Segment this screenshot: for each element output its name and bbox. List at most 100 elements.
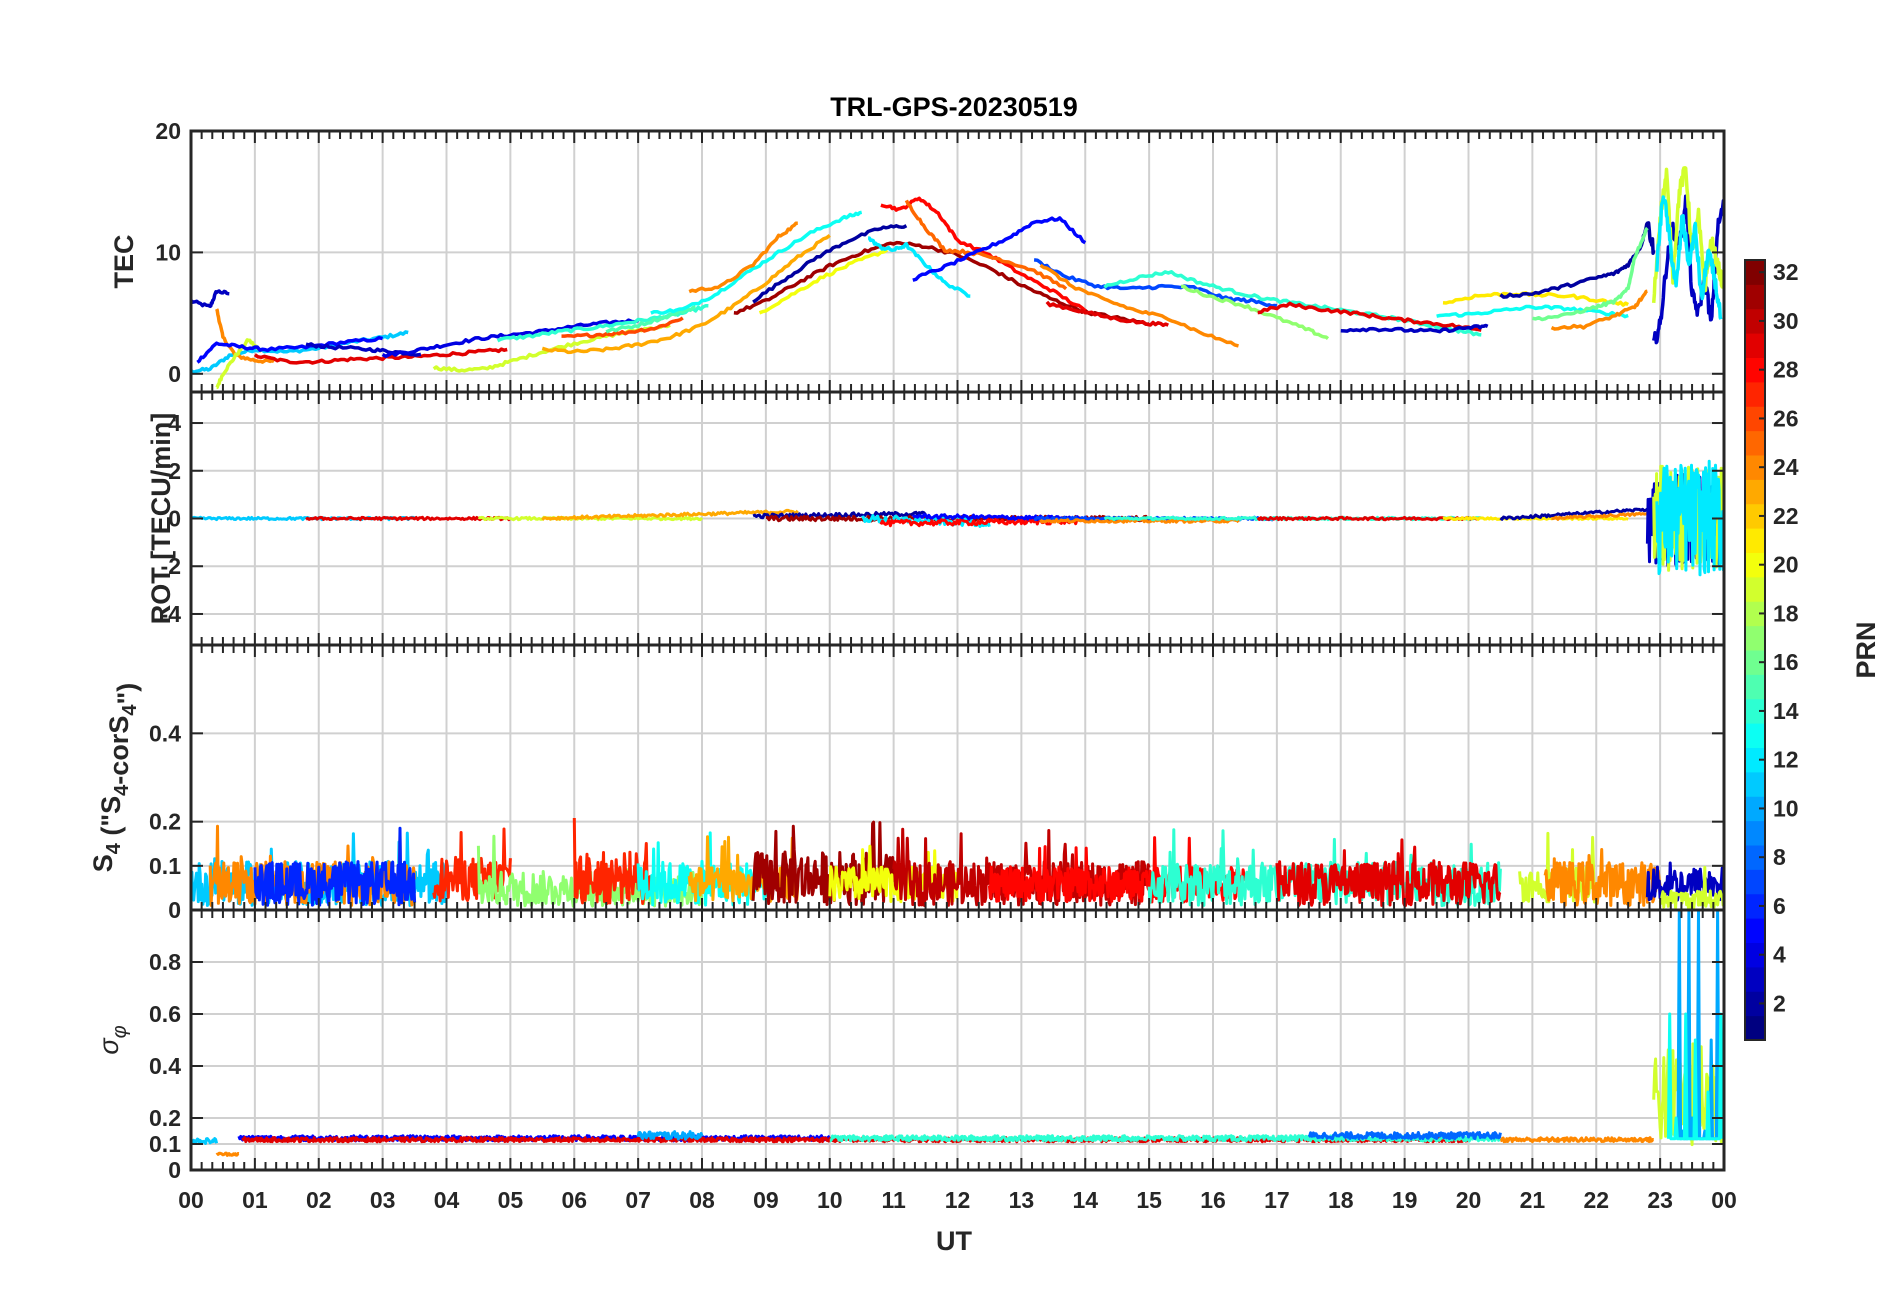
- series-prn-11: [191, 1137, 219, 1145]
- x-tick-label: 16: [1200, 1187, 1226, 1213]
- colorbar-band: [1745, 552, 1765, 578]
- series-prn-21: [1442, 291, 1630, 307]
- x-tick-label: 03: [370, 1187, 396, 1213]
- y-tick-label: 0.6: [149, 1001, 181, 1027]
- x-tick-label: 11: [881, 1187, 906, 1213]
- x-tick-label: 21: [1520, 1187, 1546, 1213]
- colorbar-band: [1745, 771, 1765, 797]
- series-prn-13: [1436, 304, 1629, 319]
- colorbar-band: [1745, 503, 1765, 529]
- x-tick-label: 01: [242, 1187, 268, 1213]
- y-tick-label: 0: [168, 361, 181, 387]
- series-prn-4: [381, 318, 639, 359]
- y-tick-label: 0.4: [149, 1053, 181, 1079]
- series-prn-12: [1655, 459, 1724, 577]
- colorbar-tick-label: 32: [1773, 259, 1799, 285]
- series-prn-3: [1340, 323, 1489, 334]
- colorbar-tick-label: 16: [1773, 649, 1799, 675]
- colorbar-band: [1745, 308, 1765, 334]
- x-tick-label: 17: [1264, 1187, 1290, 1213]
- colorbar-tick-label: 26: [1773, 405, 1799, 431]
- colorbar-frame: [1744, 259, 1766, 1041]
- colorbar-band: [1745, 723, 1765, 748]
- x-tick-label: 20: [1456, 1187, 1482, 1213]
- series-prn-29: [253, 347, 508, 365]
- colorbar-tick-label: 30: [1773, 308, 1799, 334]
- x-tick-label: 13: [1009, 1187, 1035, 1213]
- x-tick-label: 14: [1072, 1187, 1098, 1213]
- colorbar-band: [1745, 966, 1765, 992]
- colorbar-band: [1745, 528, 1765, 553]
- series-prn-25: [904, 199, 1068, 291]
- y-tick-label: 4: [168, 410, 181, 436]
- y-tick-label: -2: [161, 553, 181, 579]
- series-group: [191, 910, 1724, 1157]
- colorbar-band: [1745, 674, 1765, 700]
- series-prn-28: [987, 836, 1247, 904]
- colorbar-tick-label: 2: [1773, 990, 1786, 1016]
- colorbar-band: [1745, 698, 1765, 724]
- series-prn-2: [1499, 221, 1656, 299]
- colorbar-band: [1745, 381, 1765, 407]
- series-prn-16: [1532, 226, 1649, 322]
- series-prn-6: [253, 826, 417, 907]
- series-prn-26: [561, 316, 684, 339]
- colorbar-tick-label: 6: [1773, 893, 1786, 919]
- series-prn-5: [912, 513, 1086, 522]
- series-prn-24: [1543, 848, 1662, 907]
- series-group: [191, 459, 1724, 577]
- series-prn-24: [215, 308, 275, 364]
- series-prn-29: [1045, 300, 1169, 328]
- x-tick-label: 23: [1647, 1187, 1673, 1213]
- colorbar-tick-label: 20: [1773, 552, 1799, 578]
- series-prn-2: [1499, 506, 1656, 521]
- colorbar-label: PRN: [1851, 621, 1881, 678]
- series-prn-24: [1039, 263, 1239, 348]
- colorbar-band: [1745, 650, 1765, 675]
- series-prn-5: [196, 335, 384, 364]
- colorbar-band: [1745, 406, 1765, 432]
- colorbar-tick-label: 24: [1773, 454, 1799, 480]
- y-tick-label: 2: [168, 458, 181, 484]
- x-tick-label: 08: [689, 1187, 715, 1213]
- series-prn-23: [541, 508, 799, 521]
- series-prn-24: [1551, 511, 1649, 521]
- series-prn-23: [687, 835, 800, 903]
- y-axis-label: σφ: [94, 1025, 131, 1054]
- colorbar-band: [1745, 357, 1765, 383]
- series-prn-3: [1645, 861, 1724, 902]
- y-tick-label: 0.2: [149, 1105, 181, 1131]
- colorbar-band: [1745, 455, 1765, 480]
- colorbar-band: [1745, 747, 1765, 773]
- y-tick-label: 0: [168, 506, 181, 532]
- colorbar-band: [1745, 430, 1765, 456]
- series-group: [191, 817, 1724, 910]
- x-tick-label: 06: [561, 1187, 587, 1213]
- colorbar-tick-label: 4: [1773, 942, 1786, 968]
- series-prn-10: [636, 1130, 704, 1141]
- series-prn-28: [880, 196, 1087, 313]
- series-prn-8: [1307, 1131, 1502, 1141]
- x-tick-label: 04: [434, 1187, 460, 1213]
- series-prn-24: [215, 1151, 240, 1157]
- colorbar-band: [1745, 893, 1765, 919]
- colorbar-tick-label: 14: [1773, 698, 1799, 724]
- y-axis-label: ROT [TECU/min]: [146, 413, 176, 624]
- colorbar-tick-label: 10: [1773, 795, 1799, 821]
- y-axis-label: TEC: [109, 235, 139, 289]
- panel-s4: 0 0.1 0.2 0.4 S4 ("S4-corS4"): [88, 643, 1726, 923]
- series-prn-19: [215, 338, 263, 390]
- series-prn-20: [758, 248, 889, 315]
- series-prn-29: [1257, 301, 1482, 332]
- colorbar-band: [1745, 918, 1765, 943]
- x-tick-label: 18: [1328, 1187, 1354, 1213]
- colorbar-band: [1745, 601, 1765, 627]
- y-tick-label: 0: [168, 1157, 181, 1183]
- x-tick-label: 19: [1392, 1187, 1418, 1213]
- series-prn-12: [1655, 195, 1723, 320]
- series-prn-5: [912, 216, 1087, 282]
